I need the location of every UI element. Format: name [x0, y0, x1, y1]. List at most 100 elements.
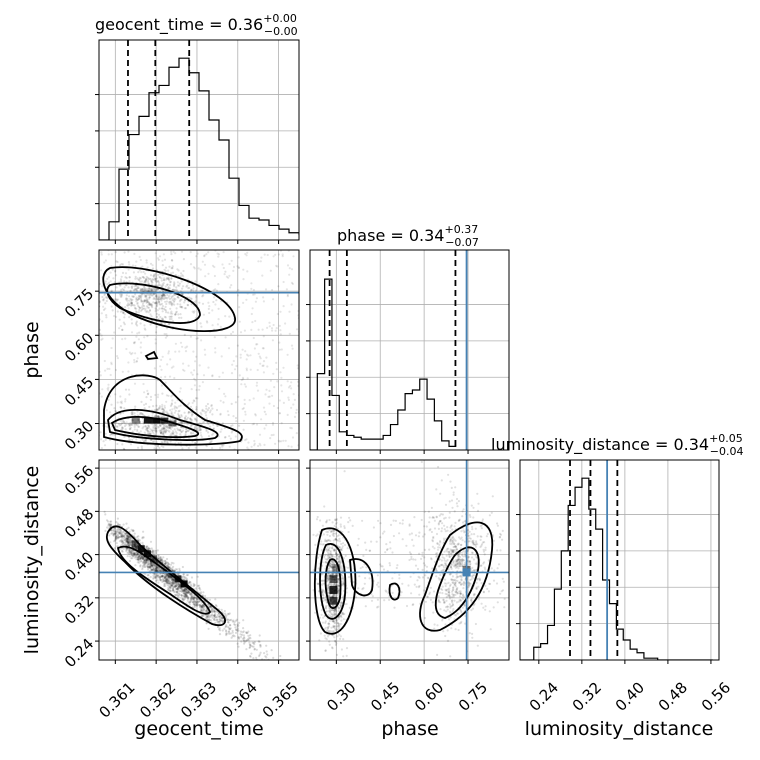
sample-point [216, 323, 219, 326]
sample-point [484, 548, 487, 552]
sample-point [150, 568, 153, 572]
sample-point [194, 601, 198, 605]
sample-point [118, 532, 121, 535]
sample-point [248, 643, 251, 646]
sample-point [156, 280, 159, 283]
sample-point [177, 583, 180, 586]
sample-point [179, 587, 182, 590]
sample-point [249, 644, 252, 647]
sample-point [459, 551, 462, 554]
sample-point [122, 523, 125, 526]
sample-point [153, 551, 156, 555]
sample-point [193, 603, 196, 607]
sample-point [211, 374, 214, 377]
sample-point [475, 541, 478, 544]
sample-point [184, 594, 187, 597]
sample-point [161, 405, 164, 408]
sample-point [168, 294, 171, 297]
sample-point [463, 604, 466, 607]
sample-point [349, 519, 352, 522]
sample-point [91, 438, 93, 440]
sample-point [331, 604, 334, 608]
sample-point [126, 304, 129, 307]
sample-point [186, 589, 190, 592]
sample-point [329, 530, 332, 533]
sample-point [186, 416, 190, 419]
sample-point [156, 444, 159, 447]
sample-point [178, 428, 181, 431]
sample-point [192, 594, 195, 597]
sample-point [162, 307, 165, 310]
sample-point [223, 436, 227, 439]
sample-point [351, 524, 354, 528]
contour-line [117, 545, 212, 615]
sample-point [321, 588, 324, 591]
sample-point [194, 441, 197, 445]
sample-point [149, 566, 152, 569]
sample-point [202, 609, 206, 612]
sample-point [132, 549, 135, 552]
sample-point [217, 628, 221, 631]
sample-point [198, 606, 202, 609]
sample-point [173, 582, 176, 586]
sample-point [281, 253, 284, 256]
sample-point [172, 431, 175, 434]
sample-point [119, 419, 123, 422]
sample-point [128, 548, 131, 551]
sample-point [452, 551, 455, 554]
sample-point [362, 554, 365, 558]
sample-point [169, 576, 172, 579]
sample-point [200, 325, 203, 328]
sample-point [110, 523, 113, 526]
sample-point [135, 307, 138, 310]
sample-point [227, 347, 231, 350]
sample-point [169, 281, 172, 284]
sample-point [180, 414, 183, 417]
sample-point [227, 621, 230, 624]
sample-point [130, 550, 133, 553]
sample-point [125, 276, 128, 280]
sample-point [163, 322, 166, 326]
sample-point [155, 316, 158, 319]
sample-point [168, 576, 171, 580]
sample-point [150, 302, 153, 306]
sample-point [480, 602, 483, 605]
sample-point [189, 581, 192, 584]
sample-point [161, 307, 164, 310]
sample-point [165, 573, 168, 577]
sample-point [282, 280, 285, 284]
sample-point [182, 591, 185, 595]
sample-point [157, 581, 160, 584]
sample-point [190, 576, 194, 579]
sample-point [265, 356, 268, 359]
sample-point [210, 404, 213, 407]
sample-point [145, 561, 148, 564]
sample-point [129, 301, 132, 305]
sample-point [230, 372, 234, 375]
sample-point [255, 656, 258, 659]
sample-point [236, 627, 240, 630]
sample-point [244, 439, 247, 442]
sample-point [128, 295, 131, 298]
sample-point [164, 559, 167, 562]
sample-point [258, 433, 262, 436]
sample-point [149, 428, 152, 431]
sample-point [163, 562, 166, 565]
sample-point [132, 295, 135, 298]
sample-point [201, 409, 204, 412]
sample-point [177, 414, 180, 417]
sample-point [458, 536, 461, 539]
sample-point [211, 413, 214, 416]
sample-point [128, 316, 131, 319]
sample-point [138, 297, 141, 300]
sample-point [121, 535, 124, 538]
sample-point [168, 582, 171, 585]
sample-point [216, 620, 219, 624]
sample-point [231, 330, 235, 334]
sample-point [137, 425, 140, 428]
sample-point [88, 440, 90, 442]
sample-point [157, 280, 160, 283]
sample-point [183, 301, 186, 304]
sample-point [184, 590, 187, 594]
sample-point [167, 588, 170, 591]
